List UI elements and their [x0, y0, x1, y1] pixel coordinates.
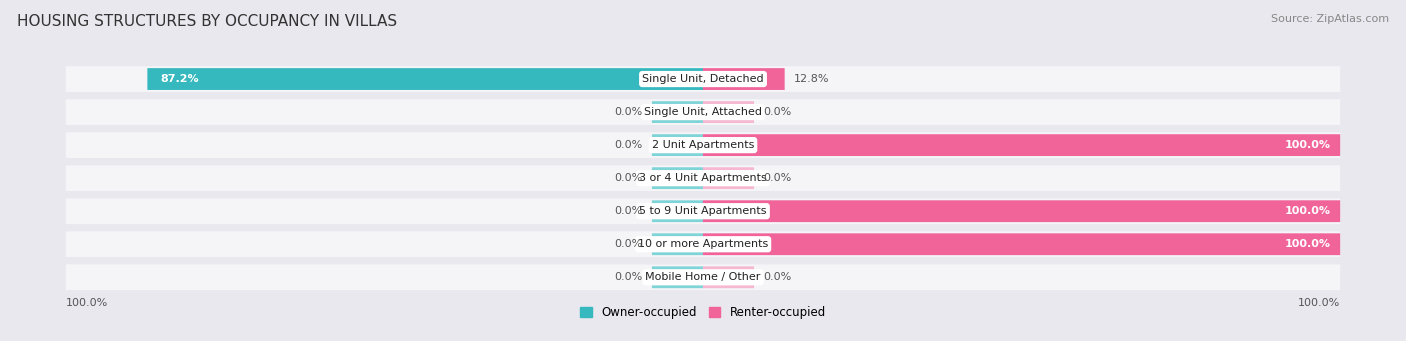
- FancyBboxPatch shape: [652, 167, 703, 189]
- Text: 0.0%: 0.0%: [614, 173, 643, 183]
- FancyBboxPatch shape: [703, 167, 754, 189]
- FancyBboxPatch shape: [66, 231, 1340, 257]
- Text: 0.0%: 0.0%: [763, 272, 792, 282]
- FancyBboxPatch shape: [66, 165, 1340, 191]
- FancyBboxPatch shape: [652, 233, 703, 255]
- FancyBboxPatch shape: [703, 266, 754, 288]
- FancyBboxPatch shape: [652, 134, 703, 156]
- Text: 100.0%: 100.0%: [66, 298, 108, 308]
- FancyBboxPatch shape: [652, 101, 703, 123]
- FancyBboxPatch shape: [703, 68, 785, 90]
- Text: Mobile Home / Other: Mobile Home / Other: [645, 272, 761, 282]
- FancyBboxPatch shape: [66, 132, 1340, 158]
- Text: 12.8%: 12.8%: [794, 74, 830, 84]
- FancyBboxPatch shape: [148, 68, 703, 90]
- Text: 3 or 4 Unit Apartments: 3 or 4 Unit Apartments: [640, 173, 766, 183]
- Text: 100.0%: 100.0%: [1285, 140, 1330, 150]
- Text: 0.0%: 0.0%: [614, 272, 643, 282]
- Legend: Owner-occupied, Renter-occupied: Owner-occupied, Renter-occupied: [575, 301, 831, 324]
- Text: Source: ZipAtlas.com: Source: ZipAtlas.com: [1271, 14, 1389, 24]
- FancyBboxPatch shape: [66, 198, 1340, 224]
- FancyBboxPatch shape: [703, 200, 1340, 222]
- Text: 2 Unit Apartments: 2 Unit Apartments: [652, 140, 754, 150]
- FancyBboxPatch shape: [703, 134, 1340, 156]
- Text: 5 to 9 Unit Apartments: 5 to 9 Unit Apartments: [640, 206, 766, 216]
- Text: 0.0%: 0.0%: [614, 206, 643, 216]
- FancyBboxPatch shape: [703, 101, 754, 123]
- Text: Single Unit, Attached: Single Unit, Attached: [644, 107, 762, 117]
- FancyBboxPatch shape: [652, 266, 703, 288]
- FancyBboxPatch shape: [66, 66, 1340, 92]
- Text: 0.0%: 0.0%: [763, 173, 792, 183]
- FancyBboxPatch shape: [703, 233, 1340, 255]
- Text: 0.0%: 0.0%: [614, 239, 643, 249]
- Text: 100.0%: 100.0%: [1285, 206, 1330, 216]
- Text: 0.0%: 0.0%: [614, 107, 643, 117]
- Text: 0.0%: 0.0%: [763, 107, 792, 117]
- Text: 10 or more Apartments: 10 or more Apartments: [638, 239, 768, 249]
- FancyBboxPatch shape: [66, 264, 1340, 290]
- Text: 87.2%: 87.2%: [160, 74, 198, 84]
- FancyBboxPatch shape: [652, 200, 703, 222]
- Text: Single Unit, Detached: Single Unit, Detached: [643, 74, 763, 84]
- Text: HOUSING STRUCTURES BY OCCUPANCY IN VILLAS: HOUSING STRUCTURES BY OCCUPANCY IN VILLA…: [17, 14, 396, 29]
- Text: 100.0%: 100.0%: [1285, 239, 1330, 249]
- FancyBboxPatch shape: [66, 99, 1340, 125]
- Text: 0.0%: 0.0%: [614, 140, 643, 150]
- Text: 100.0%: 100.0%: [1298, 298, 1340, 308]
